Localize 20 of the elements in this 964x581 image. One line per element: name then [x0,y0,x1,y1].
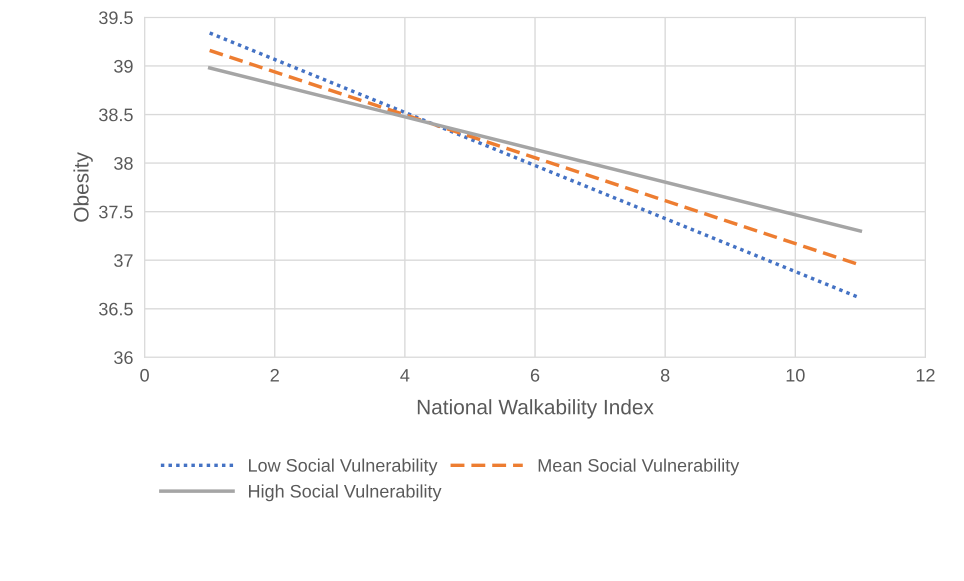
y-tick-label: 37.5 [99,206,133,218]
y-tick-label: 38 [114,157,133,170]
x-tick-label: 6 [530,368,540,382]
x-tick-label: 12 [916,368,935,382]
x-tick-label: 2 [270,368,279,382]
x-tick-label: 8 [660,368,670,382]
y-axis-title: Obesity [73,152,93,222]
y-tick-label: 37 [114,254,133,267]
legend-label: Mean Social Vulnerability [538,458,740,476]
legend-label: Low Social Vulnerability [249,458,438,476]
y-tick-label: 38.5 [99,108,133,122]
y-tick-label: 36.5 [99,302,133,316]
x-tick-label: 0 [140,368,149,382]
y-tick-label: 39.5 [99,11,133,24]
y-tick-label: 39 [114,60,133,73]
x-tick-label: 4 [400,369,410,382]
y-tick-label: 36 [114,351,133,364]
x-axis-title: National Walkability Index [418,399,654,419]
x-tick-label: 10 [786,368,805,382]
legend-label: High Social Vulnerability [249,484,442,502]
